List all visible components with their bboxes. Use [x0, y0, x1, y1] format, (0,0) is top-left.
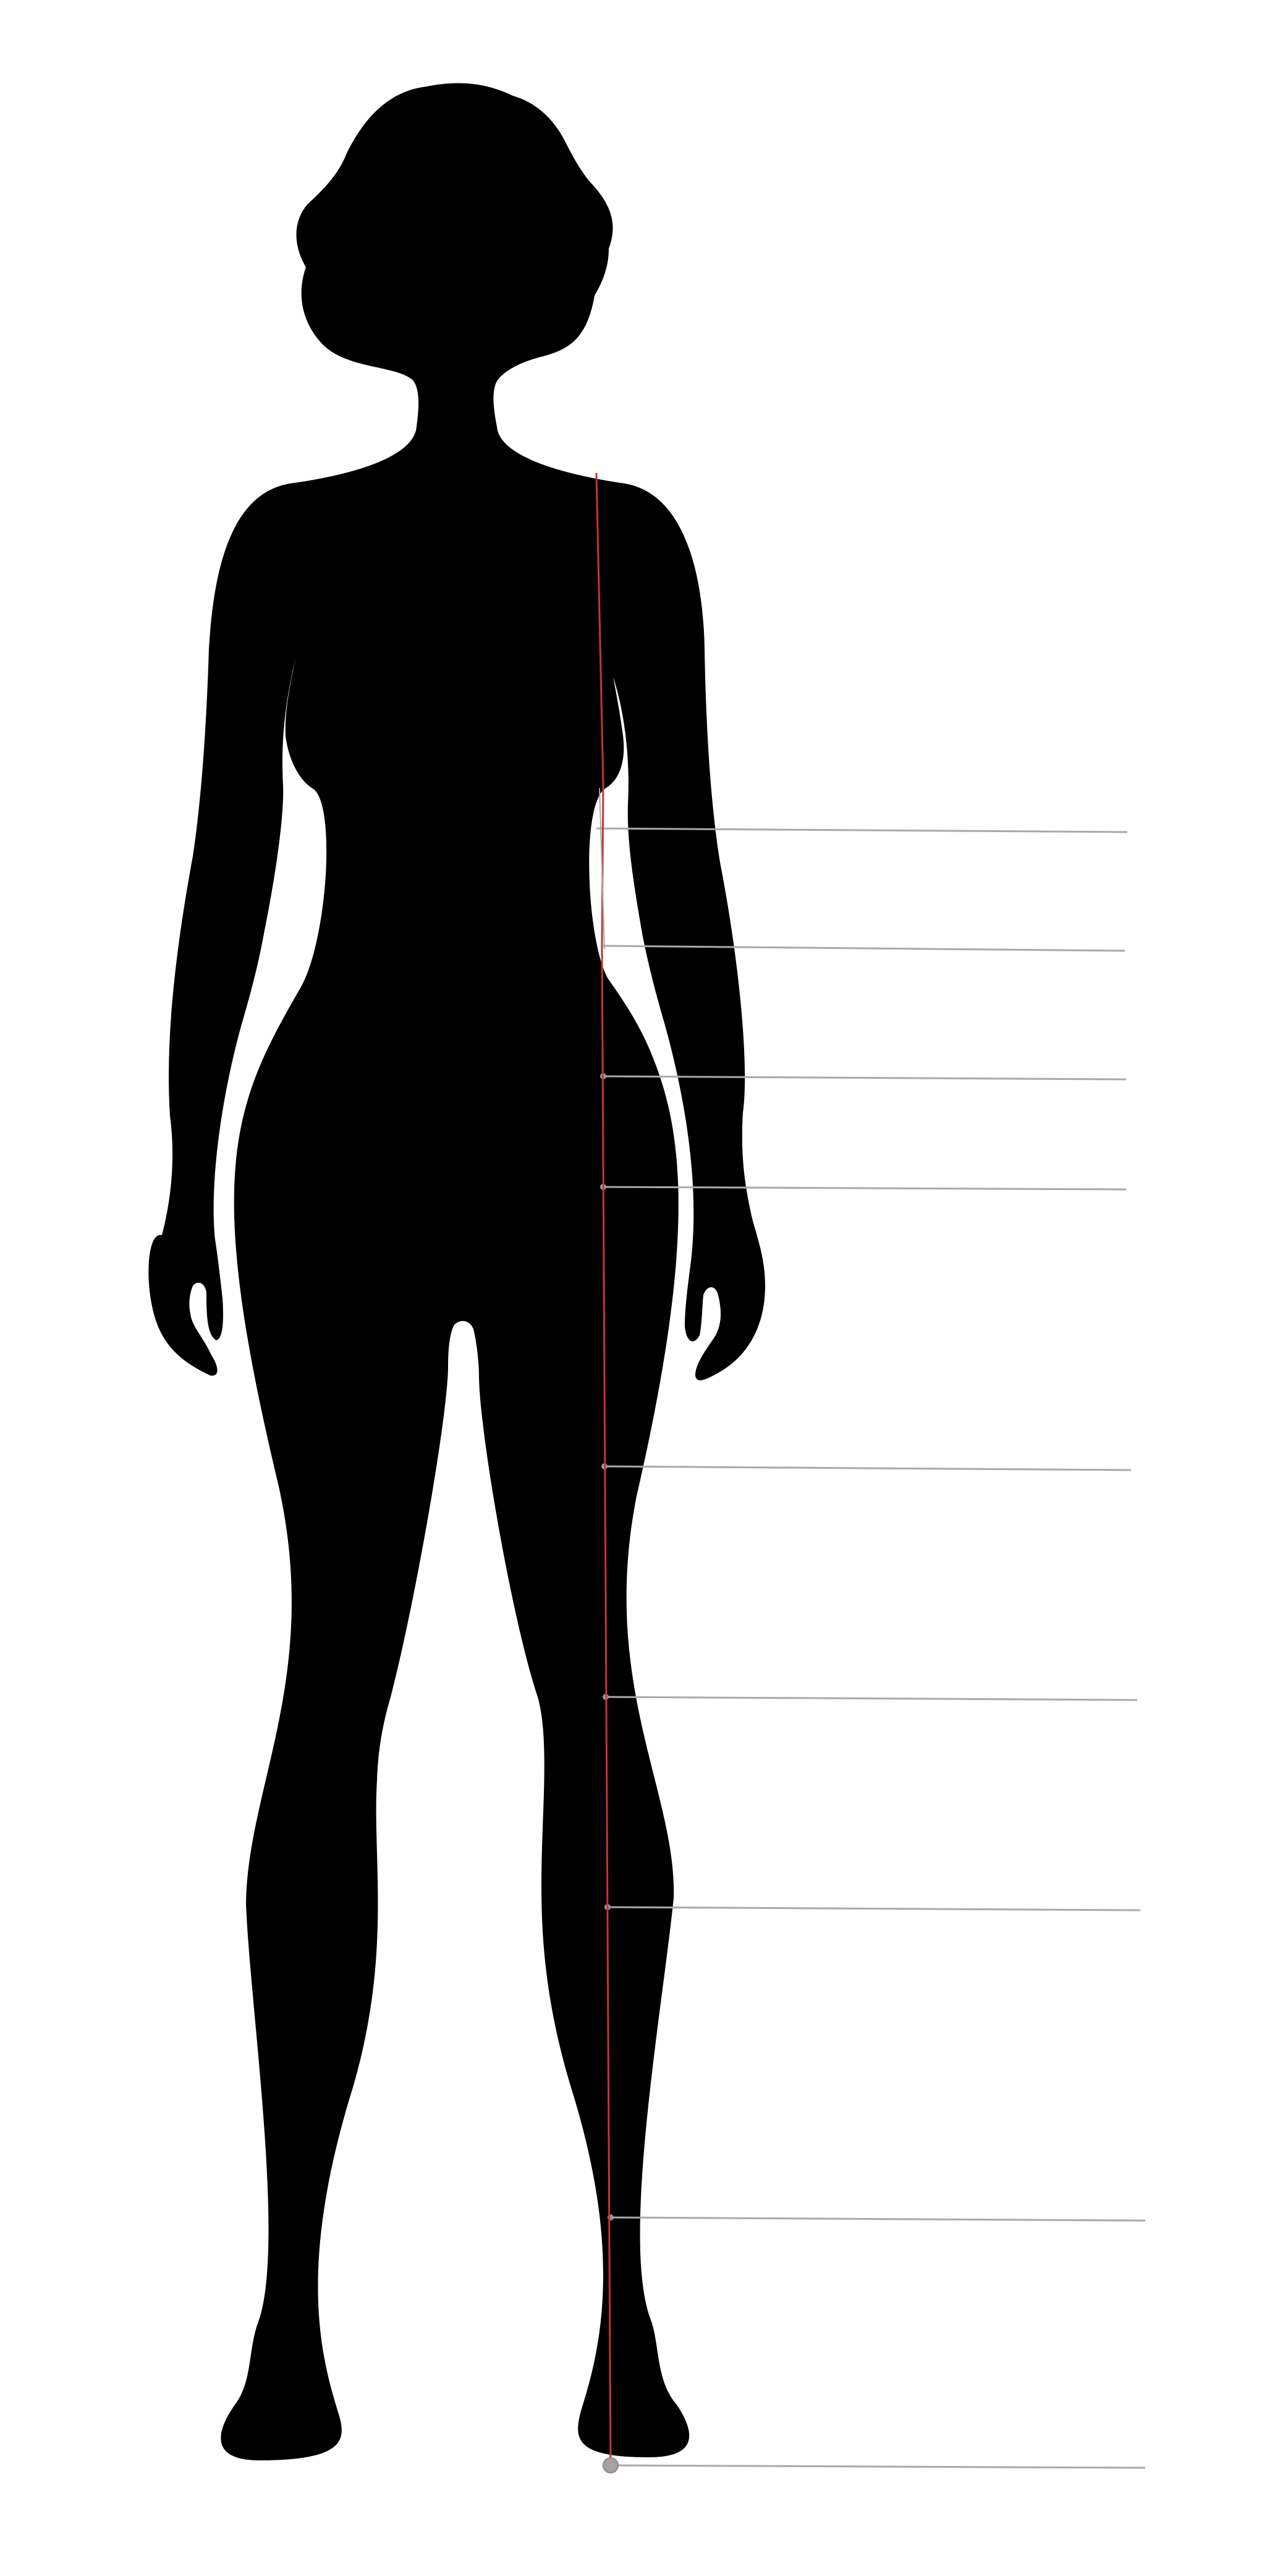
female-silhouette: [148, 83, 765, 2460]
torso-guide-segment: [599, 788, 605, 950]
guide-line: [607, 1906, 1141, 1911]
center-reference-line: [595, 472, 612, 2466]
guide-line: [610, 2216, 1146, 2222]
measurement-guides: [595, 472, 1146, 2473]
guide-line: [610, 2464, 1146, 2469]
ground-marker: [603, 2457, 619, 2473]
guide-line: [604, 1465, 1132, 1471]
head-and-hair: [296, 83, 613, 427]
guide-line: [603, 1075, 1127, 1081]
guide-line: [603, 1186, 1127, 1191]
guide-line: [603, 945, 1125, 952]
body: [148, 427, 765, 2460]
guide-line: [596, 827, 1128, 833]
guide-line: [605, 1696, 1138, 1701]
